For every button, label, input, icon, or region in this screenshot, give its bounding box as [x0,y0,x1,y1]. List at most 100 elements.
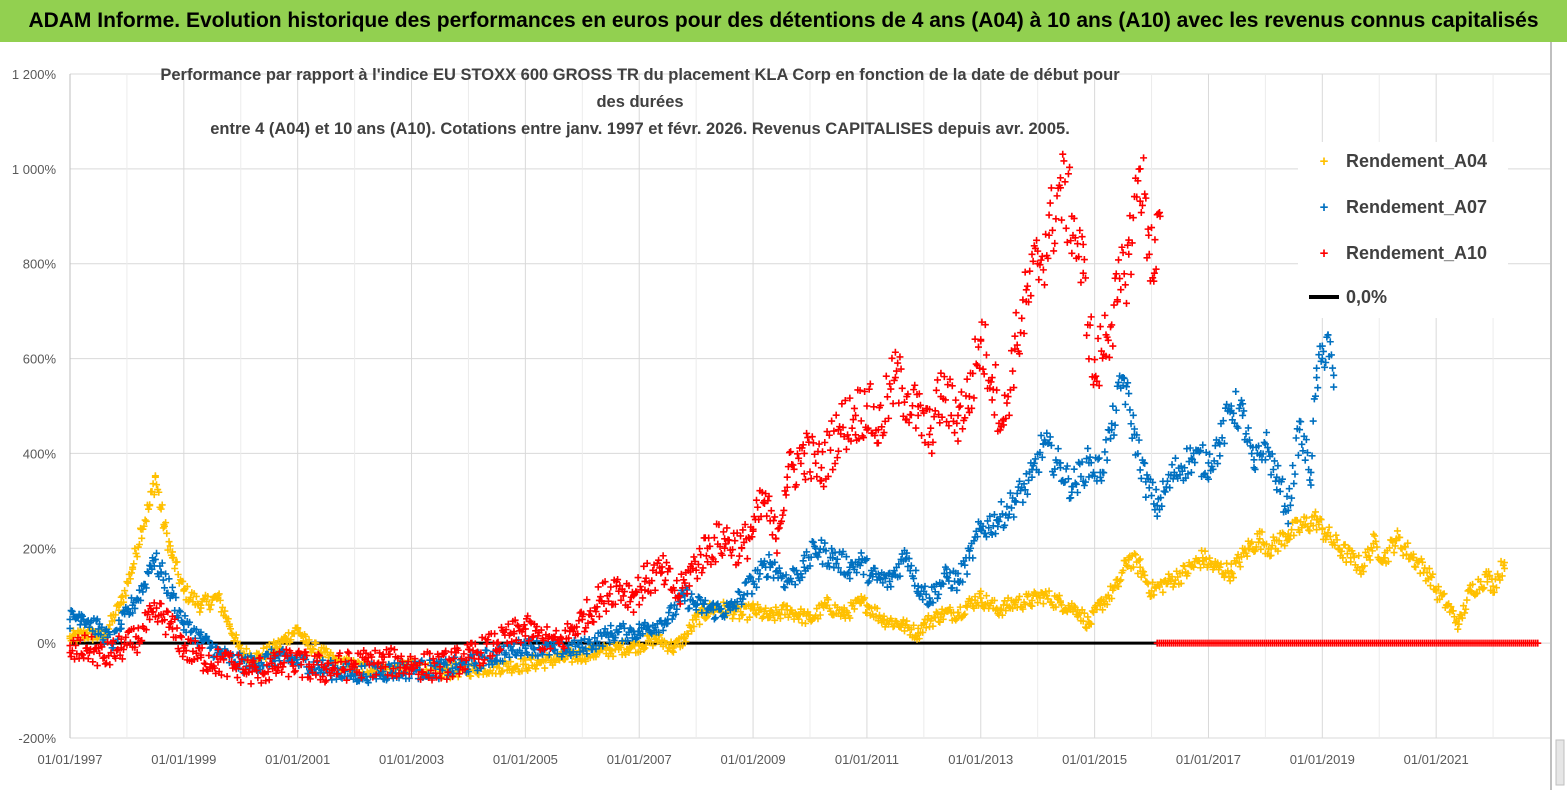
data-point-rendement_a04 [872,612,880,620]
data-point-rendement_a07 [752,583,760,591]
data-point-rendement_a10 [1021,268,1029,276]
data-point-rendement_a07 [1206,450,1214,458]
data-point-rendement_a07 [754,566,762,574]
data-point-rendement_a07 [929,599,937,607]
data-point-rendement_a10 [661,576,669,584]
data-point-rendement_a10 [280,659,288,667]
data-point-rendement_a10 [770,517,778,525]
data-point-rendement_a10 [296,650,304,658]
data-point-rendement_a10 [702,552,710,560]
data-point-rendement_a10 [271,663,279,671]
data-point-rendement_a04 [294,625,302,633]
data-point-rendement_a07 [509,646,517,654]
data-point-rendement_a10 [389,665,397,673]
data-point-rendement_a04 [1311,508,1319,516]
data-point-rendement_a07 [1234,424,1242,432]
data-point-rendement_a10 [896,353,904,361]
data-point-rendement_a07 [1204,459,1212,467]
data-point-rendement_a04 [669,644,677,652]
data-point-rendement_a10 [844,431,852,439]
data-point-rendement_a10 [556,639,564,647]
data-point-rendement_a07 [149,554,157,562]
data-point-rendement_a10 [100,653,108,661]
data-point-rendement_a10 [763,512,771,520]
data-point-rendement_a07 [1119,382,1127,390]
data-point-rendement_a10 [287,649,295,657]
data-point-rendement_a10 [357,674,365,682]
data-point-rendement_a10 [698,569,706,577]
data-point-rendement_a10 [264,668,272,676]
data-point-rendement_a10 [263,661,271,669]
data-point-rendement_a07 [1166,484,1174,492]
data-point-rendement_a04 [1039,600,1047,608]
data-point-rendement_a10 [342,658,350,666]
data-point-rendement_a10 [268,659,276,667]
data-point-rendement_a07 [1324,331,1332,339]
data-point-rendement_a07 [1269,466,1277,474]
data-point-rendement_a10 [885,414,893,422]
data-point-rendement_a04 [145,505,153,513]
data-point-rendement_a10 [319,673,327,681]
data-point-rendement_a07 [1244,424,1252,432]
data-point-rendement_a10 [99,654,107,662]
data-point-rendement_a04 [1426,573,1434,581]
chart-title-line-2: entre 4 (A04) et 10 ans (A10). Cotations… [210,120,1070,138]
data-point-rendement_a07 [641,619,649,627]
data-point-rendement_a10 [817,477,825,485]
data-point-rendement_a07 [1135,436,1143,444]
x-tick-label: 01/01/2021 [1404,752,1469,767]
data-point-rendement_a10 [938,413,946,421]
scrollbar-handle[interactable] [1555,739,1565,786]
data-point-rendement_a10 [1151,236,1159,244]
data-point-rendement_a07 [934,594,942,602]
data-point-rendement_a04 [652,634,660,642]
data-point-rendement_a10 [116,651,124,659]
data-point-rendement_a04 [1116,577,1124,585]
data-point-rendement_a07 [967,544,975,552]
data-point-rendement_a04 [1267,544,1275,552]
data-point-rendement_a04 [609,652,617,660]
data-point-rendement_a07 [749,577,757,585]
data-point-rendement_a07 [1307,481,1315,489]
data-point-rendement_a07 [1196,447,1204,455]
axis-labels: -200% 0% 200% 400% 600% 800% 1 000% 1 200% 01/01… [12,67,1469,767]
data-point-rendement_a07 [919,596,927,604]
data-point-rendement_a07 [948,584,956,592]
data-point-rendement_a10 [678,584,686,592]
data-point-rendement_a04 [203,597,211,605]
data-point-rendement_a07 [155,573,163,581]
data-point-rendement_a10 [126,639,134,647]
data-point-rendement_a04 [1392,535,1400,543]
data-point-rendement_a10 [1156,212,1164,220]
data-point-rendement_a07 [364,679,372,687]
data-point-rendement_a10 [83,644,91,652]
legend-label-a10: Rendement_A10 [1346,242,1488,263]
data-point-rendement_a10 [502,626,510,634]
data-point-rendement_a04 [1039,592,1047,600]
data-point-rendement_a10 [233,674,241,682]
data-point-rendement_a07 [732,604,740,612]
data-point-rendement_a07 [85,623,93,631]
data-point-rendement_a10 [660,580,668,588]
data-point-rendement_a10 [1136,197,1144,205]
data-point-rendement_a04 [1248,538,1256,546]
data-point-rendement_a10 [397,652,405,660]
data-point-rendement_a07 [665,609,673,617]
data-point-rendement_a07 [1019,498,1027,506]
data-point-rendement_a04 [1056,599,1064,607]
data-point-rendement_a07 [1329,364,1337,372]
data-point-rendement_a04 [1080,609,1088,617]
data-point-rendement_a07 [1284,506,1292,514]
data-point-rendement_a04 [674,638,682,646]
data-point-rendement_a10 [871,431,879,439]
data-point-rendement_a10 [109,637,117,645]
data-point-rendement_a07 [1304,449,1312,457]
data-point-rendement_a10 [965,393,973,401]
data-point-rendement_a04 [508,669,516,677]
data-point-rendement_a04 [117,599,125,607]
data-point-rendement_a07 [832,560,840,568]
data-point-rendement_a07 [599,642,607,650]
data-point-rendement_a07 [879,579,887,587]
data-point-rendement_a10 [722,540,730,548]
data-point-rendement_a07 [1191,459,1199,467]
